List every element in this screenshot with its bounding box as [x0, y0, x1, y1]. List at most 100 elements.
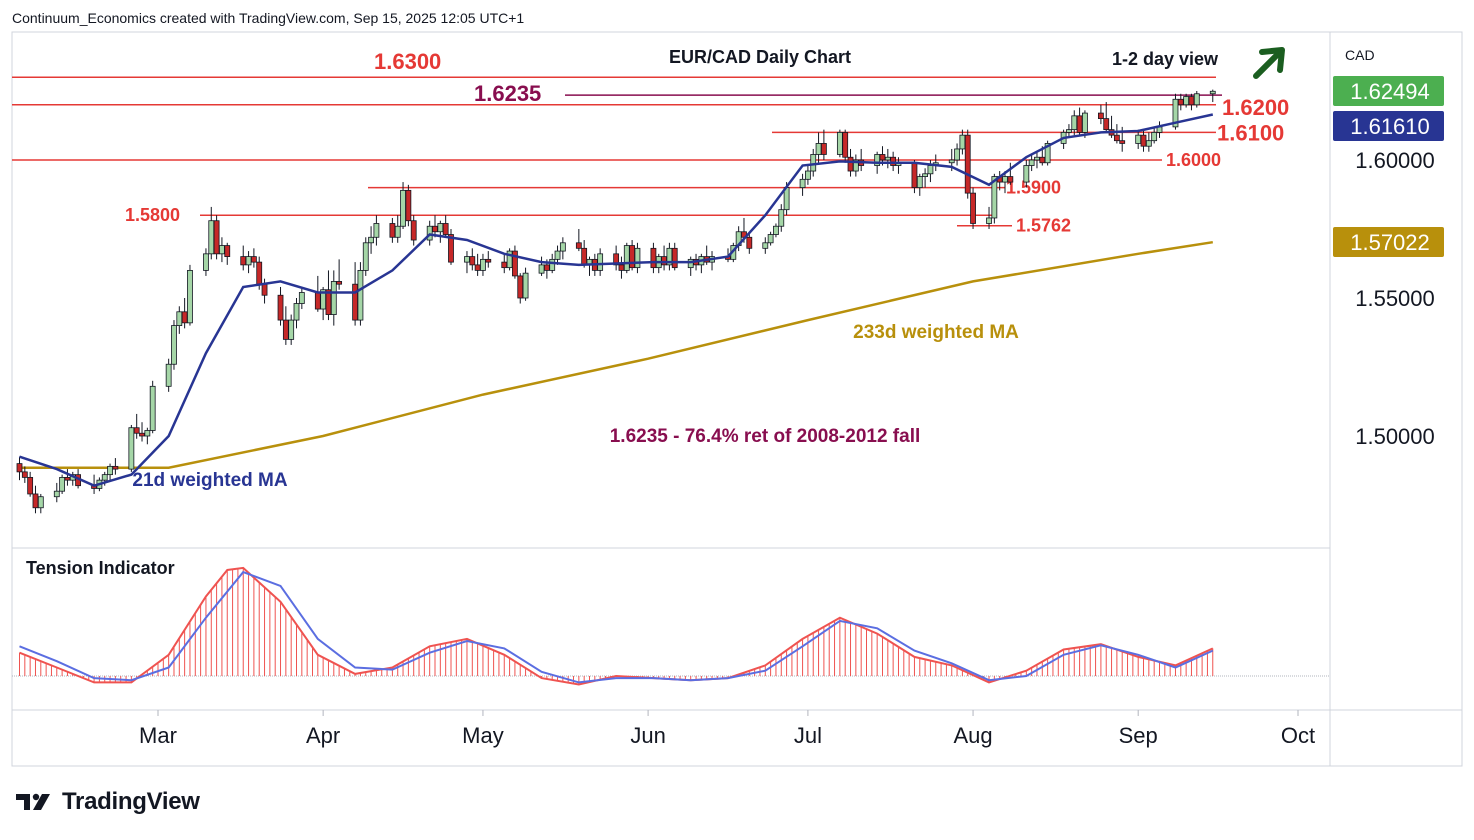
price-axis[interactable]: 1.60000 1.55000 1.50000 — [1355, 148, 1435, 449]
candle — [1066, 124, 1072, 138]
candle-body — [1076, 115, 1083, 133]
candle-body — [1002, 176, 1008, 183]
candle-body — [991, 176, 998, 219]
candle — [53, 482, 60, 503]
candle — [575, 229, 582, 252]
candle — [629, 240, 636, 271]
candle — [820, 129, 827, 160]
candle-body — [559, 242, 566, 252]
candle-body — [799, 178, 806, 189]
candle-body — [410, 220, 417, 241]
candle-body — [954, 148, 960, 161]
candle-body — [277, 294, 284, 321]
time-tick-label: Oct — [1281, 723, 1315, 748]
candle — [437, 220, 444, 243]
candle-body — [911, 162, 918, 188]
candle — [623, 242, 630, 274]
level-label-1-5900: 1.5900 — [1006, 178, 1061, 198]
candle — [245, 251, 252, 274]
candle — [144, 427, 151, 445]
candle — [932, 154, 939, 172]
candle-body — [842, 131, 849, 158]
candle-body — [1097, 112, 1104, 120]
candle — [213, 215, 220, 260]
candle — [485, 251, 492, 268]
time-axis[interactable]: Mar Apr May Jun Jul Aug Sep Oct — [139, 710, 1315, 748]
ma-21d — [19, 113, 1214, 488]
candle-body — [405, 189, 412, 222]
candle — [277, 286, 284, 326]
tradingview-wordmark: TradingView — [62, 788, 200, 815]
candle — [762, 237, 769, 254]
candle-body — [634, 247, 641, 269]
candle-body — [522, 272, 529, 299]
candle — [16, 456, 23, 481]
candle — [32, 485, 39, 514]
candle-body — [37, 496, 44, 509]
tradingview-logo[interactable]: TradingView — [16, 788, 200, 816]
candle — [916, 173, 923, 196]
candle — [181, 298, 188, 329]
candle — [469, 248, 476, 271]
candle — [1108, 115, 1115, 138]
candle-body — [661, 256, 667, 266]
candle-body — [149, 385, 156, 431]
level-label-1-6235: 1.6235 — [474, 81, 541, 106]
level-label-1-6300: 1.6300 — [374, 49, 441, 74]
price-tick-label: 1.55000 — [1355, 286, 1435, 311]
candle-body — [213, 220, 220, 255]
candle-body — [480, 258, 486, 271]
candle — [219, 237, 225, 263]
candle-body — [879, 154, 886, 161]
candle-body — [27, 476, 34, 495]
candle — [410, 215, 417, 246]
candle — [474, 253, 481, 276]
time-tick-label: Aug — [953, 723, 992, 748]
candle-body — [181, 311, 188, 324]
candle-body — [203, 253, 209, 271]
candle-body — [282, 319, 289, 340]
candle — [773, 223, 779, 238]
candle — [852, 154, 859, 177]
candle — [554, 245, 561, 265]
ma-233d-line — [19, 240, 1213, 469]
candle-body — [1023, 165, 1030, 183]
candle — [171, 320, 177, 370]
candle-body — [836, 131, 843, 155]
candle — [1156, 121, 1163, 138]
candle-body — [1044, 143, 1051, 164]
price-badge-label: 1.57022 — [1350, 230, 1430, 255]
candle — [1076, 107, 1083, 136]
candle — [352, 262, 359, 326]
candle — [27, 471, 34, 497]
candle — [288, 314, 295, 345]
level-label-1-5762: 1.5762 — [1016, 216, 1071, 236]
candle-body — [964, 134, 971, 194]
candle-body — [1071, 115, 1078, 131]
candle-body — [101, 474, 108, 481]
candle-body — [1119, 140, 1126, 144]
candle — [21, 466, 28, 483]
candle-body — [767, 234, 774, 244]
candle — [394, 215, 401, 243]
candle — [842, 129, 849, 163]
candle-body — [1082, 112, 1088, 133]
price-badge-box — [1333, 111, 1444, 141]
candle-body — [1066, 129, 1072, 133]
candle-body — [538, 264, 545, 274]
time-tick-label: Sep — [1119, 723, 1158, 748]
candle-body — [485, 258, 492, 263]
candle-body — [746, 236, 753, 249]
price-badge-box — [1333, 76, 1444, 106]
candle — [671, 242, 678, 271]
candle — [442, 215, 449, 238]
candle — [250, 248, 257, 268]
time-tick-label: May — [462, 723, 504, 748]
candle — [538, 256, 545, 276]
candle — [1082, 110, 1088, 138]
candle-body — [32, 493, 39, 509]
candle-body — [330, 281, 337, 315]
candle — [165, 358, 172, 392]
